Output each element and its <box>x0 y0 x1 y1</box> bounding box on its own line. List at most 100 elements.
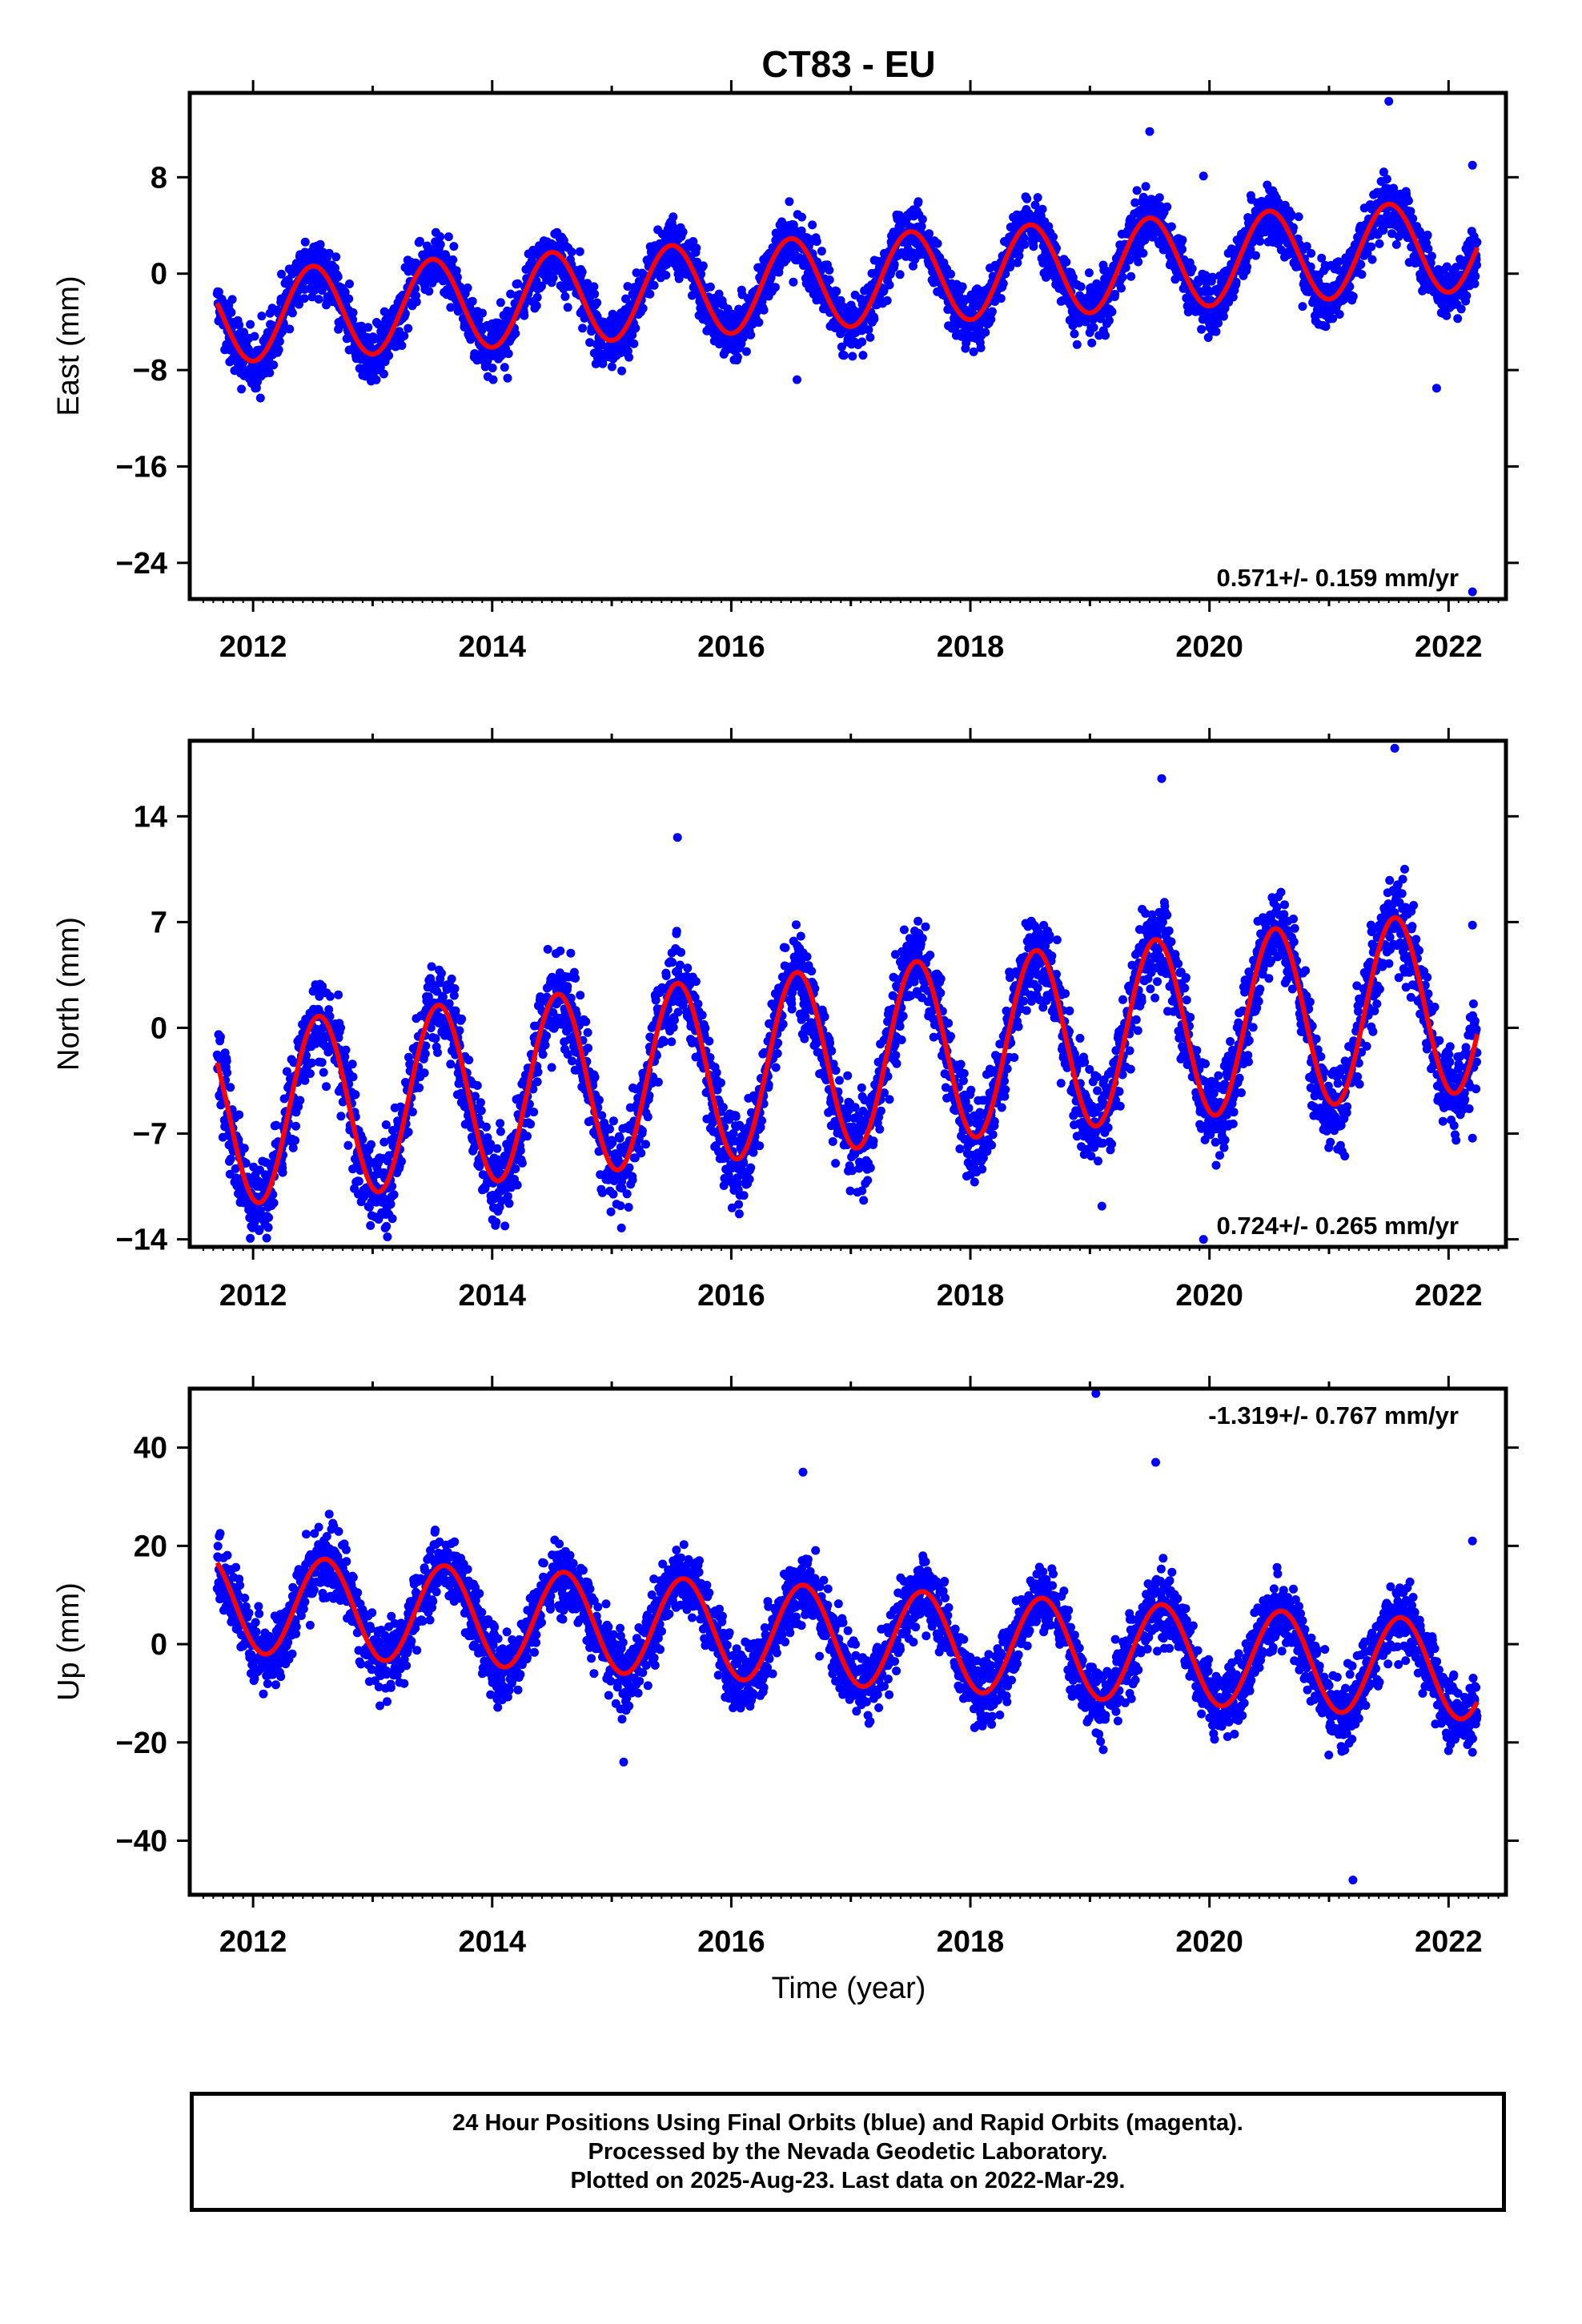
data-point <box>331 263 339 273</box>
data-point <box>812 237 821 246</box>
data-point <box>348 308 358 317</box>
data-point <box>344 294 354 304</box>
data-point <box>962 338 971 348</box>
y-tick-label: −8 <box>133 354 167 388</box>
data-point <box>520 311 529 320</box>
data-point <box>1406 207 1415 216</box>
data-point <box>1062 257 1071 267</box>
data-point <box>488 364 497 372</box>
data-point <box>674 274 684 283</box>
data-point <box>379 1193 388 1203</box>
data-point <box>537 281 546 291</box>
data-point <box>1029 242 1038 251</box>
data-point <box>444 232 453 242</box>
data-point <box>513 279 523 288</box>
data-point <box>452 266 461 275</box>
y-tick-label: 0 <box>151 258 167 292</box>
data-point <box>976 343 986 352</box>
data-point <box>1013 258 1022 267</box>
data-point <box>583 279 592 288</box>
data-point <box>529 1108 539 1117</box>
data-point <box>383 1232 392 1241</box>
data-point <box>1214 319 1223 328</box>
data-point <box>638 304 648 313</box>
data-point <box>387 1181 397 1191</box>
data-point <box>649 280 659 290</box>
data-point <box>246 1233 255 1243</box>
data-point <box>1462 291 1472 300</box>
data-point <box>492 1144 502 1153</box>
data-point <box>506 289 516 299</box>
data-point <box>785 197 794 207</box>
data-point <box>1101 331 1110 340</box>
data-point <box>882 296 892 305</box>
data-point <box>865 332 875 342</box>
data-point <box>255 393 265 403</box>
x-tick-label: 2014 <box>459 630 527 664</box>
data-point <box>1219 312 1228 321</box>
data-point <box>1049 232 1058 242</box>
data-point <box>825 265 834 275</box>
data-point <box>996 294 1006 304</box>
data-point <box>645 289 655 299</box>
data-point <box>511 328 520 338</box>
data-point <box>1321 322 1331 332</box>
data-point <box>278 1168 287 1177</box>
y-tick-label: −16 <box>116 450 167 484</box>
data-point <box>438 992 448 1002</box>
fit-line-east <box>215 201 1480 364</box>
data-point <box>1121 263 1130 272</box>
data-point <box>302 1051 311 1060</box>
data-point <box>889 259 899 269</box>
data-point <box>1138 248 1148 258</box>
data-point <box>271 1120 281 1130</box>
x-tick-label: 2022 <box>1415 630 1483 664</box>
data-point <box>319 1068 328 1077</box>
data-point <box>1110 290 1120 299</box>
data-point <box>381 1120 391 1129</box>
data-point-outlier <box>793 375 801 384</box>
data-point <box>322 1082 331 1092</box>
data-point <box>291 1136 300 1145</box>
data-point <box>1178 244 1186 254</box>
data-point <box>817 247 826 256</box>
data-point <box>488 375 498 384</box>
data-point <box>389 1190 399 1200</box>
data-point <box>436 239 445 249</box>
data-point <box>548 273 558 283</box>
data-point <box>241 1159 251 1168</box>
data-point <box>1014 251 1024 260</box>
data-point <box>839 351 849 360</box>
data-point <box>692 243 701 253</box>
data-point <box>348 1072 358 1082</box>
data-point <box>1423 244 1433 254</box>
data-point <box>1367 255 1377 264</box>
data-point <box>1208 272 1217 282</box>
data-point <box>1243 262 1251 271</box>
data-point <box>404 1128 413 1137</box>
data-point <box>246 320 255 329</box>
data-point <box>503 1192 512 1201</box>
data-point <box>1379 226 1388 235</box>
data-point <box>275 336 284 346</box>
data-point <box>412 297 421 307</box>
data-point <box>566 993 576 1003</box>
data-point <box>291 1121 300 1131</box>
data-point <box>354 1176 363 1186</box>
data-point <box>285 324 295 334</box>
data-point <box>496 1119 505 1128</box>
rate-annotation: 0.571+/- 0.159 mm/yr <box>1217 564 1459 592</box>
data-point <box>1289 223 1298 232</box>
data-point <box>754 318 764 328</box>
data-point <box>594 1096 604 1105</box>
data-point <box>532 292 542 302</box>
data-point <box>274 345 283 355</box>
data-point <box>1453 314 1463 324</box>
data-point <box>1038 204 1047 214</box>
data-point <box>571 974 580 983</box>
data-point <box>1298 302 1307 312</box>
data-point <box>607 362 616 372</box>
data-point <box>226 1083 235 1092</box>
data-point <box>516 1146 525 1156</box>
